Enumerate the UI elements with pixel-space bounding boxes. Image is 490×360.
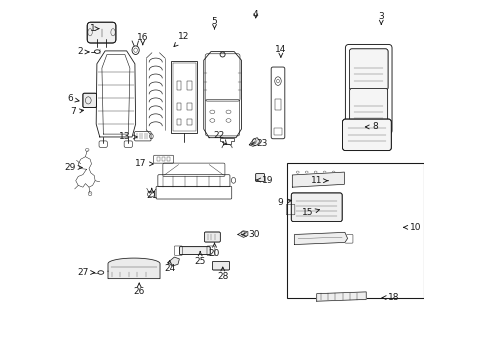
Text: 13: 13 bbox=[119, 132, 137, 141]
Text: 22: 22 bbox=[214, 131, 227, 145]
Polygon shape bbox=[249, 138, 260, 146]
Text: 6: 6 bbox=[67, 94, 79, 103]
FancyBboxPatch shape bbox=[212, 261, 230, 270]
Text: 12: 12 bbox=[174, 32, 190, 46]
Text: 16: 16 bbox=[137, 33, 148, 45]
Text: 26: 26 bbox=[133, 283, 145, 296]
Text: 10: 10 bbox=[404, 223, 421, 232]
Polygon shape bbox=[293, 172, 344, 187]
Text: 4: 4 bbox=[253, 10, 259, 19]
Text: 25: 25 bbox=[195, 252, 206, 266]
Bar bbox=[162, 157, 165, 161]
Bar bbox=[176, 81, 181, 90]
Polygon shape bbox=[108, 258, 160, 279]
Text: 15: 15 bbox=[302, 208, 319, 217]
Text: 14: 14 bbox=[275, 45, 287, 57]
Bar bbox=[157, 157, 160, 161]
FancyBboxPatch shape bbox=[83, 93, 97, 108]
Bar bbox=[187, 103, 192, 110]
Bar bbox=[172, 61, 197, 133]
Bar bbox=[274, 129, 282, 135]
Text: 24: 24 bbox=[164, 261, 175, 274]
Text: 1: 1 bbox=[90, 24, 99, 33]
Bar bbox=[176, 119, 181, 126]
Text: 23: 23 bbox=[251, 139, 268, 148]
Text: 30: 30 bbox=[242, 230, 259, 239]
Bar bbox=[176, 103, 181, 110]
Text: 9: 9 bbox=[277, 198, 292, 207]
Bar bbox=[167, 157, 170, 161]
FancyBboxPatch shape bbox=[87, 22, 116, 43]
Bar bbox=[275, 99, 281, 110]
Polygon shape bbox=[317, 292, 366, 301]
Bar bbox=[187, 81, 192, 90]
Text: 5: 5 bbox=[212, 17, 218, 29]
Text: 11: 11 bbox=[311, 176, 328, 185]
Text: 18: 18 bbox=[382, 293, 400, 302]
Text: 20: 20 bbox=[209, 243, 220, 258]
Text: 8: 8 bbox=[366, 122, 378, 131]
FancyBboxPatch shape bbox=[349, 49, 388, 90]
Text: 21: 21 bbox=[146, 188, 157, 200]
Text: 2: 2 bbox=[77, 48, 89, 57]
Text: 3: 3 bbox=[378, 12, 384, 24]
Text: 19: 19 bbox=[256, 176, 273, 185]
Bar bbox=[173, 63, 196, 131]
Polygon shape bbox=[168, 257, 179, 266]
FancyBboxPatch shape bbox=[350, 88, 388, 130]
FancyBboxPatch shape bbox=[343, 119, 392, 150]
Text: 17: 17 bbox=[135, 159, 153, 168]
Bar bbox=[287, 163, 423, 298]
Bar bbox=[187, 119, 192, 126]
Polygon shape bbox=[238, 231, 248, 237]
Polygon shape bbox=[294, 232, 347, 244]
Text: 27: 27 bbox=[77, 268, 95, 277]
FancyBboxPatch shape bbox=[204, 232, 220, 242]
FancyBboxPatch shape bbox=[179, 247, 210, 255]
Text: 28: 28 bbox=[217, 267, 228, 280]
Text: 29: 29 bbox=[64, 163, 82, 172]
FancyBboxPatch shape bbox=[291, 193, 342, 222]
Text: 7: 7 bbox=[70, 107, 83, 116]
FancyBboxPatch shape bbox=[256, 174, 265, 181]
